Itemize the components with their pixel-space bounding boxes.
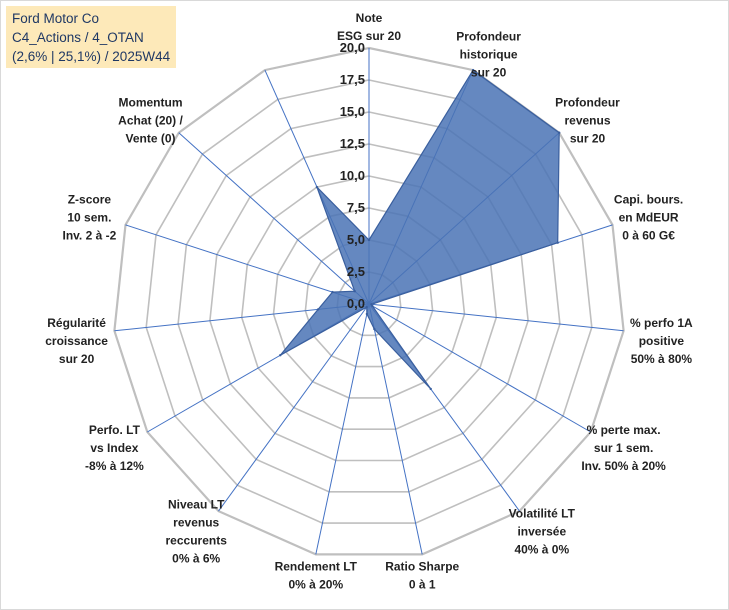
axis-label-line: sur 20 bbox=[570, 131, 606, 145]
axis-label: Profondeur historique sur 20 bbox=[456, 29, 521, 79]
data-point bbox=[558, 131, 561, 134]
tick-label: 5,0 bbox=[347, 232, 365, 247]
axis-spoke bbox=[368, 303, 591, 433]
axis-label-line: Capi. bours. bbox=[614, 193, 683, 207]
axis-spoke bbox=[368, 303, 423, 555]
axis-label-line: croissance bbox=[45, 334, 108, 348]
axis-label-line: sur 20 bbox=[471, 65, 507, 79]
axis-label-line: Profondeur bbox=[555, 95, 620, 109]
data-point bbox=[315, 185, 319, 189]
axis-label-line: revenus bbox=[564, 113, 610, 127]
axis-label-line: Inv. 2 à -2 bbox=[62, 229, 116, 243]
axis-label-line: 0 à 1 bbox=[409, 577, 436, 591]
axis-label-line: Note bbox=[356, 11, 383, 25]
axis-label-line: 50% à 80% bbox=[631, 352, 693, 366]
axis-label: Momentum Achat (20) / Vente (0) bbox=[118, 95, 183, 145]
axis-label-line: positive bbox=[639, 334, 685, 348]
axis-label-line: 0 à 60 G€ bbox=[622, 229, 675, 243]
data-point bbox=[365, 312, 369, 316]
info-box: Ford Motor Co C4_Actions / 4_OTAN (2,6% … bbox=[6, 6, 176, 68]
tick-label: 2,5 bbox=[347, 264, 365, 279]
axis-label-line: 40% à 0% bbox=[514, 542, 569, 556]
axis-spoke bbox=[218, 303, 370, 512]
data-point bbox=[353, 290, 356, 293]
axis-label: Perfo. LT vs Index -8% à 12% bbox=[85, 423, 144, 473]
axis-label-line: Momentum bbox=[119, 95, 183, 109]
tick-label: 15,0 bbox=[340, 104, 365, 119]
data-point bbox=[556, 241, 559, 244]
axis-label-line: en MdEUR bbox=[619, 211, 679, 225]
axis-label: Niveau LT revenus reccurents 0% à 6% bbox=[166, 497, 228, 565]
axis-label-line: Volatilité LT bbox=[509, 506, 576, 520]
axis-label-line: sur 20 bbox=[59, 352, 95, 366]
axis-label-layer: Note ESG sur 20 Profondeur historique sur 20… bbox=[45, 11, 693, 591]
axis-label: Ratio Sharpe 0 à 1 bbox=[385, 559, 459, 591]
grid-ring bbox=[113, 46, 625, 556]
tick-label: 7,5 bbox=[347, 200, 365, 215]
data-point bbox=[365, 305, 368, 309]
data-point bbox=[373, 327, 376, 331]
axis-label-line: 0% à 6% bbox=[172, 551, 220, 565]
axis-label-line: revenus bbox=[173, 515, 219, 529]
axis-label-line: ESG sur 20 bbox=[337, 29, 401, 43]
axis-label-line: inversée bbox=[517, 524, 566, 538]
axis-spoke bbox=[178, 132, 370, 305]
series-area bbox=[279, 69, 560, 390]
axis-label-line: Niveau LT bbox=[168, 497, 225, 511]
axis-label-line: Rendement LT bbox=[275, 559, 358, 573]
axis-label: % perte max. sur 1 sem. Inv. 50% à 20% bbox=[581, 423, 666, 473]
axis-label: Régularité croissance sur 20 bbox=[45, 316, 108, 366]
tick-layer: 0,0 2,5 5,0 7,5 10,0 12,5 15,0 17,5 20,0 bbox=[340, 40, 365, 311]
tick-label: 17,5 bbox=[340, 72, 365, 87]
axis-label-line: % perfo 1A bbox=[630, 316, 693, 330]
axis-label-line: reccurents bbox=[166, 533, 228, 547]
tick-label: 12,5 bbox=[340, 136, 365, 151]
axis-label: Volatilité LT inversée 40% à 0% bbox=[509, 506, 576, 556]
axis-label: Z-score 10 sem. Inv. 2 à -2 bbox=[62, 193, 116, 243]
data-point bbox=[279, 354, 282, 357]
data-point bbox=[371, 304, 374, 308]
axis-label-line: Z-score bbox=[68, 193, 112, 207]
axis-spoke bbox=[315, 303, 370, 555]
data-point bbox=[316, 308, 320, 311]
axis-spoke bbox=[125, 224, 370, 305]
axis-label-line: 10 sem. bbox=[67, 211, 111, 225]
axis-label-line: vs Index bbox=[90, 441, 138, 455]
axis-label-line: Profondeur bbox=[456, 29, 521, 43]
series-layer bbox=[279, 68, 561, 391]
axis-label: Note ESG sur 20 bbox=[337, 11, 401, 43]
axis-label-line: -8% à 12% bbox=[85, 459, 144, 473]
axis-label-line: Ratio Sharpe bbox=[385, 559, 459, 573]
tick-label: 10,0 bbox=[340, 168, 365, 183]
axis-label-line: historique bbox=[460, 47, 518, 61]
axis-spoke bbox=[368, 303, 624, 332]
company-name: Ford Motor Co bbox=[12, 11, 100, 26]
axis-label: Capi. bours. en MdEUR 0 à 60 G€ bbox=[614, 193, 683, 243]
axis-label-line: sur 1 sem. bbox=[594, 441, 653, 455]
axis-label-line: Vente (0) bbox=[125, 131, 175, 145]
axis-label: % perfo 1A positive 50% à 80% bbox=[630, 316, 693, 366]
data-point bbox=[367, 238, 371, 242]
axis-label-line: Achat (20) / bbox=[118, 113, 183, 127]
axis-label-line: Régularité bbox=[47, 316, 106, 330]
axis-label: Profondeur revenus sur 20 bbox=[555, 95, 620, 145]
performance-week: (2,6% | 25,1%) / 2025W44 bbox=[12, 49, 171, 64]
axis-label-line: % perte max. bbox=[587, 423, 661, 437]
data-point bbox=[471, 68, 475, 72]
portfolio-category: C4_Actions / 4_OTAN bbox=[12, 30, 144, 45]
data-point bbox=[429, 387, 432, 391]
data-point bbox=[331, 290, 334, 294]
axis-label-line: Inv. 50% à 20% bbox=[581, 459, 666, 473]
axis-label-line: 0% à 20% bbox=[288, 577, 343, 591]
axis-label-line: Perfo. LT bbox=[89, 423, 141, 437]
axis-label: Rendement LT 0% à 20% bbox=[275, 559, 358, 591]
tick-label: 20,0 bbox=[340, 40, 365, 55]
tick-label: 0,0 bbox=[347, 296, 365, 311]
